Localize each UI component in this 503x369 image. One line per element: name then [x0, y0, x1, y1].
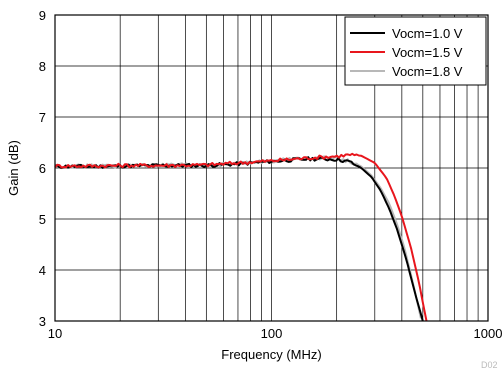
legend: Vocm=1.0 V Vocm=1.5 V Vocm=1.8 V — [344, 16, 487, 86]
y-tick-label: 6 — [39, 161, 46, 176]
legend-label: Vocm=1.0 V — [392, 26, 463, 41]
x-tick-label: 100 — [261, 326, 283, 341]
series-line — [54, 152, 428, 322]
x-tick-label: 10 — [48, 326, 62, 341]
tick-labels: 10 100 1000 3 4 5 6 7 8 9 — [39, 8, 503, 341]
legend-label: Vocm=1.5 V — [392, 45, 463, 60]
legend-label: Vocm=1.8 V — [392, 64, 463, 79]
plot-frame — [54, 14, 489, 322]
y-tick-label: 3 — [39, 314, 46, 329]
y-tick-label: 5 — [39, 212, 46, 227]
y-tick-label: 9 — [39, 8, 46, 23]
y-tick-label: 7 — [39, 110, 46, 125]
y-tick-label: 4 — [39, 263, 46, 278]
x-tick-label: 1000 — [474, 326, 503, 341]
y-axis-title: Gain (dB) — [6, 140, 21, 196]
series-lines — [54, 152, 428, 322]
grid-lines — [55, 15, 488, 321]
figure-id: D02 — [481, 360, 498, 369]
y-tick-label: 8 — [39, 59, 46, 74]
x-axis-title: Frequency (MHz) — [221, 347, 321, 362]
